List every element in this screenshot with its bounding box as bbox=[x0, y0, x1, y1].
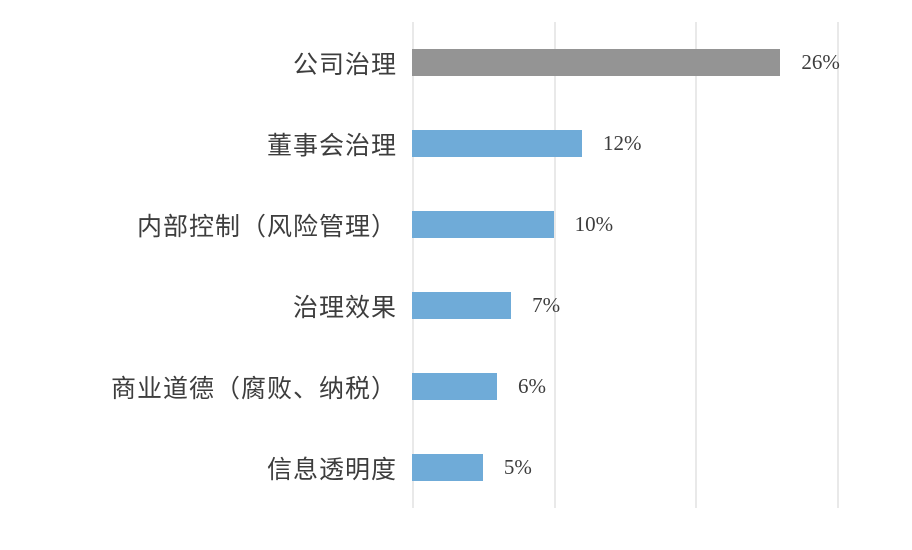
value-label: 5% bbox=[503, 455, 532, 479]
bar bbox=[412, 373, 497, 400]
chart-row: 公司治理 26% bbox=[0, 22, 912, 103]
bar bbox=[412, 454, 483, 481]
bar bbox=[412, 292, 512, 319]
chart-row: 董事会治理 12% bbox=[0, 103, 912, 184]
value-label: 10% bbox=[574, 212, 614, 236]
gridline bbox=[553, 22, 556, 508]
bar bbox=[412, 130, 582, 157]
chart-row: 内部控制（风险管理） 10% bbox=[0, 184, 912, 265]
category-label: 内部控制（风险管理） bbox=[136, 213, 397, 241]
gridline bbox=[695, 22, 698, 508]
plot-area bbox=[0, 22, 912, 508]
category-label: 董事会治理 bbox=[266, 132, 397, 160]
chart-row: 治理效果 7% bbox=[0, 265, 912, 346]
bar bbox=[412, 211, 554, 238]
value-label: 26% bbox=[801, 50, 840, 74]
bar bbox=[412, 49, 781, 76]
chart-row: 信息透明度 5% bbox=[0, 427, 912, 508]
category-label: 公司治理 bbox=[292, 51, 397, 79]
gridline bbox=[412, 22, 414, 508]
value-label: 6% bbox=[518, 374, 546, 398]
gridline bbox=[837, 22, 839, 508]
category-label: 商业道德（腐败、纳税） bbox=[110, 375, 397, 403]
category-label: 信息透明度 bbox=[266, 456, 397, 484]
chart-rows: 公司治理 26% 董事会治理 12% 内部控制（风险管理） 10% 治理效果 7% 商业道德（腐… bbox=[0, 22, 912, 508]
value-label: 12% bbox=[603, 131, 642, 155]
category-label: 治理效果 bbox=[292, 294, 397, 322]
value-label: 7% bbox=[532, 293, 561, 317]
chart-row: 商业道德（腐败、纳税） 6% bbox=[0, 346, 912, 427]
